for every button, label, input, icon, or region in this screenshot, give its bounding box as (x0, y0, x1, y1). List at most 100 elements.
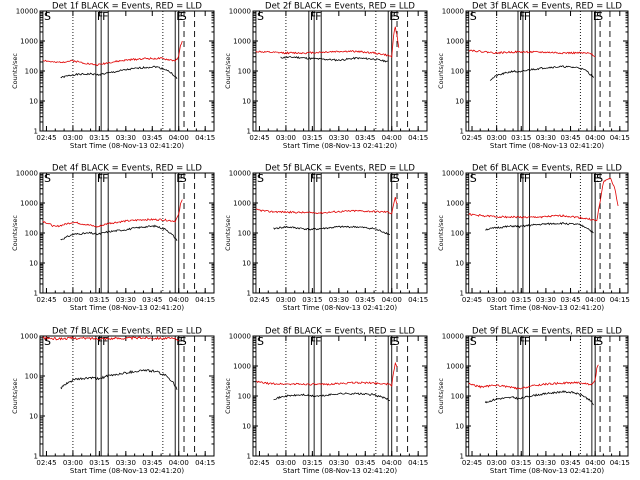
lld-series-line (42, 336, 179, 342)
y-axis-label: Counts/sec (11, 215, 19, 251)
chart-title: Det 6f BLACK = Events, RED = LLD (472, 164, 622, 174)
panel-det-3: Det 3f BLACK = Events, RED = LLD 1 10 100 10… (437, 2, 630, 151)
x-tick-label: 03:30 (116, 296, 136, 304)
marker-letter-f: F (102, 10, 108, 23)
chart-title: Det 8f BLACK = Events, RED = LLD (265, 327, 415, 337)
x-tick-label: 03:30 (329, 296, 349, 304)
x-tick-label: 03:15 (511, 134, 531, 142)
x-axis-label: Start Time (08-Nov-13 02:41:20) (283, 304, 397, 312)
y-tick-label: 1 (34, 290, 38, 298)
y-tick-label: 10000 (229, 8, 251, 16)
y-tick-label: 100 (25, 373, 38, 381)
marker-letter-s: S (257, 172, 264, 185)
x-tick-label: 03:00 (487, 296, 507, 304)
y-tick-label: 1 (34, 453, 38, 461)
y-tick-label: 10 (455, 260, 464, 268)
x-tick-label: 04:00 (169, 296, 189, 304)
x-tick-label: 02:45 (249, 296, 269, 304)
y-axis-label: Counts/sec (11, 378, 19, 414)
panel-det-2: Det 2f BLACK = Events, RED = LLD 1 10 100 10… (224, 2, 428, 151)
plot-frame (39, 10, 215, 132)
events-series-line (60, 65, 178, 79)
events-series-line (485, 222, 594, 234)
panel-det-7: Det 7f BLACK = Events, RED = LLD 1 10 100 10… (11, 327, 215, 476)
x-tick-label: 04:15 (610, 296, 630, 304)
marker-letter-s: S (44, 335, 51, 348)
x-tick-label: 02:45 (462, 296, 482, 304)
x-tick-label: 04:00 (585, 134, 605, 142)
x-tick-label: 03:45 (560, 459, 580, 467)
x-tick-label: 03:30 (536, 134, 556, 142)
x-tick-label: 03:45 (142, 459, 162, 467)
x-tick-label: 03:00 (63, 296, 83, 304)
panel-det-5: Det 5f BLACK = Events, RED = LLD 1 10 100 10… (224, 164, 428, 313)
plot-frame (39, 335, 215, 457)
marker-letter-f: F (97, 335, 103, 348)
chart-title: Det 2f BLACK = Events, RED = LLD (265, 2, 415, 12)
y-tick-label: 1 (460, 290, 464, 298)
x-tick-label: 04:00 (382, 296, 402, 304)
plot-frame (252, 335, 428, 457)
marker-letter-s: S (596, 10, 603, 23)
lld-series-line (42, 199, 183, 228)
x-tick-label: 04:00 (585, 459, 605, 467)
y-tick-label: 10000 (229, 333, 251, 341)
x-axis-label: Start Time (08-Nov-13 02:41:20) (490, 142, 604, 150)
marker-letter-s: S (393, 335, 400, 348)
x-tick-label: 03:00 (63, 459, 83, 467)
y-tick-label: 100 (238, 68, 251, 76)
y-tick-label: 10000 (229, 170, 251, 178)
y-tick-label: 1000 (446, 38, 464, 46)
marker-letter-e: E (593, 172, 600, 185)
y-tick-label: 100 (451, 393, 464, 401)
plot-frame (39, 172, 215, 294)
marker-letter-s: S (180, 172, 187, 185)
x-tick-label: 03:15 (511, 296, 531, 304)
marker-letter-f: F (524, 172, 530, 185)
plot-frame (252, 172, 428, 294)
marker-letter-f: F (315, 10, 321, 23)
y-tick-label: 10000 (442, 333, 464, 341)
marker-letter-s: S (257, 335, 264, 348)
y-tick-label: 10 (29, 98, 38, 106)
y-axis-label: Counts/sec (224, 378, 232, 414)
x-tick-label: 03:45 (355, 134, 375, 142)
marker-letter-e: E (593, 10, 600, 23)
chart-title: Det 9f BLACK = Events, RED = LLD (472, 327, 622, 337)
y-tick-label: 10 (242, 423, 251, 431)
plot-frame (465, 172, 629, 294)
y-axis-label: Counts/sec (11, 53, 19, 89)
marker-letter-f: F (519, 335, 525, 348)
events-series-line (489, 65, 594, 81)
y-tick-label: 1000 (233, 363, 251, 371)
y-tick-label: 10 (29, 413, 38, 421)
x-tick-label: 04:00 (585, 296, 605, 304)
marker-letter-f: F (310, 10, 316, 23)
events-series-line (60, 369, 178, 391)
x-tick-label: 03:15 (89, 459, 109, 467)
marker-letter-s: S (180, 10, 187, 23)
x-tick-label: 03:15 (89, 134, 109, 142)
y-tick-label: 1000 (20, 38, 38, 46)
panel-det-4: Det 4f BLACK = Events, RED = LLD 1 10 100 10… (11, 164, 215, 313)
y-tick-label: 1000 (20, 200, 38, 208)
x-tick-label: 03:30 (329, 459, 349, 467)
marker-letter-e: E (176, 335, 183, 348)
x-tick-label: 03:15 (89, 296, 109, 304)
x-tick-label: 02:45 (462, 459, 482, 467)
marker-letter-f: F (519, 10, 525, 23)
y-tick-label: 10 (242, 260, 251, 268)
lld-series-line (468, 177, 619, 222)
chart-title: Det 7f BLACK = Events, RED = LLD (52, 327, 202, 337)
events-series-line (484, 390, 594, 406)
x-tick-label: 02:45 (36, 134, 56, 142)
y-tick-label: 10 (29, 260, 38, 268)
marker-letter-f: F (524, 10, 530, 23)
x-tick-label: 04:15 (195, 296, 215, 304)
marker-letter-f: F (519, 172, 525, 185)
marker-letter-f: F (310, 172, 316, 185)
x-tick-label: 03:45 (355, 296, 375, 304)
x-axis-label: Start Time (08-Nov-13 02:41:20) (70, 467, 184, 475)
chart-title: Det 5f BLACK = Events, RED = LLD (265, 164, 415, 174)
x-tick-label: 02:45 (249, 459, 269, 467)
